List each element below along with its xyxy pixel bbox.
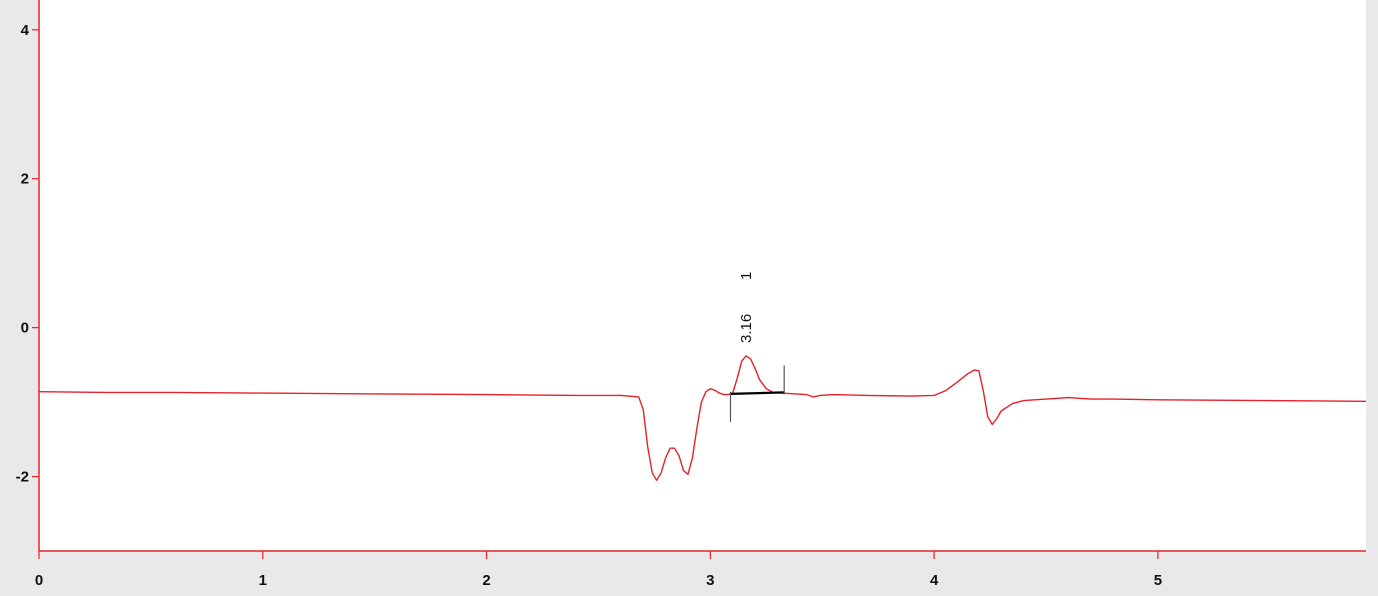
series-group (38, 355, 1367, 481)
x-tick-label: 1 (259, 572, 267, 589)
x-tick-label: 5 (1154, 572, 1162, 589)
x-tick-label: 3 (706, 572, 714, 589)
peak-baseline (730, 391, 785, 395)
y-tick-label: 0 (21, 320, 29, 337)
x-tick-label: 0 (35, 572, 43, 589)
plot-background (39, 0, 1366, 551)
y-axis: 4 2 0 -2 (16, 0, 40, 551)
y-tick-label: -2 (16, 469, 29, 486)
annotation-group: 3.16 1 (729, 272, 785, 422)
x-tick-label: 2 (482, 572, 490, 589)
series-line (38, 355, 1367, 481)
x-tick-label: 4 (930, 572, 939, 589)
x-axis: 0 1 2 3 4 5 (35, 550, 1366, 589)
peak-time-label: 3.16 (738, 314, 755, 343)
peak-number-label: 1 (738, 272, 755, 280)
y-tick-label: 2 (21, 171, 29, 188)
y-tick-label: 4 (21, 22, 30, 39)
